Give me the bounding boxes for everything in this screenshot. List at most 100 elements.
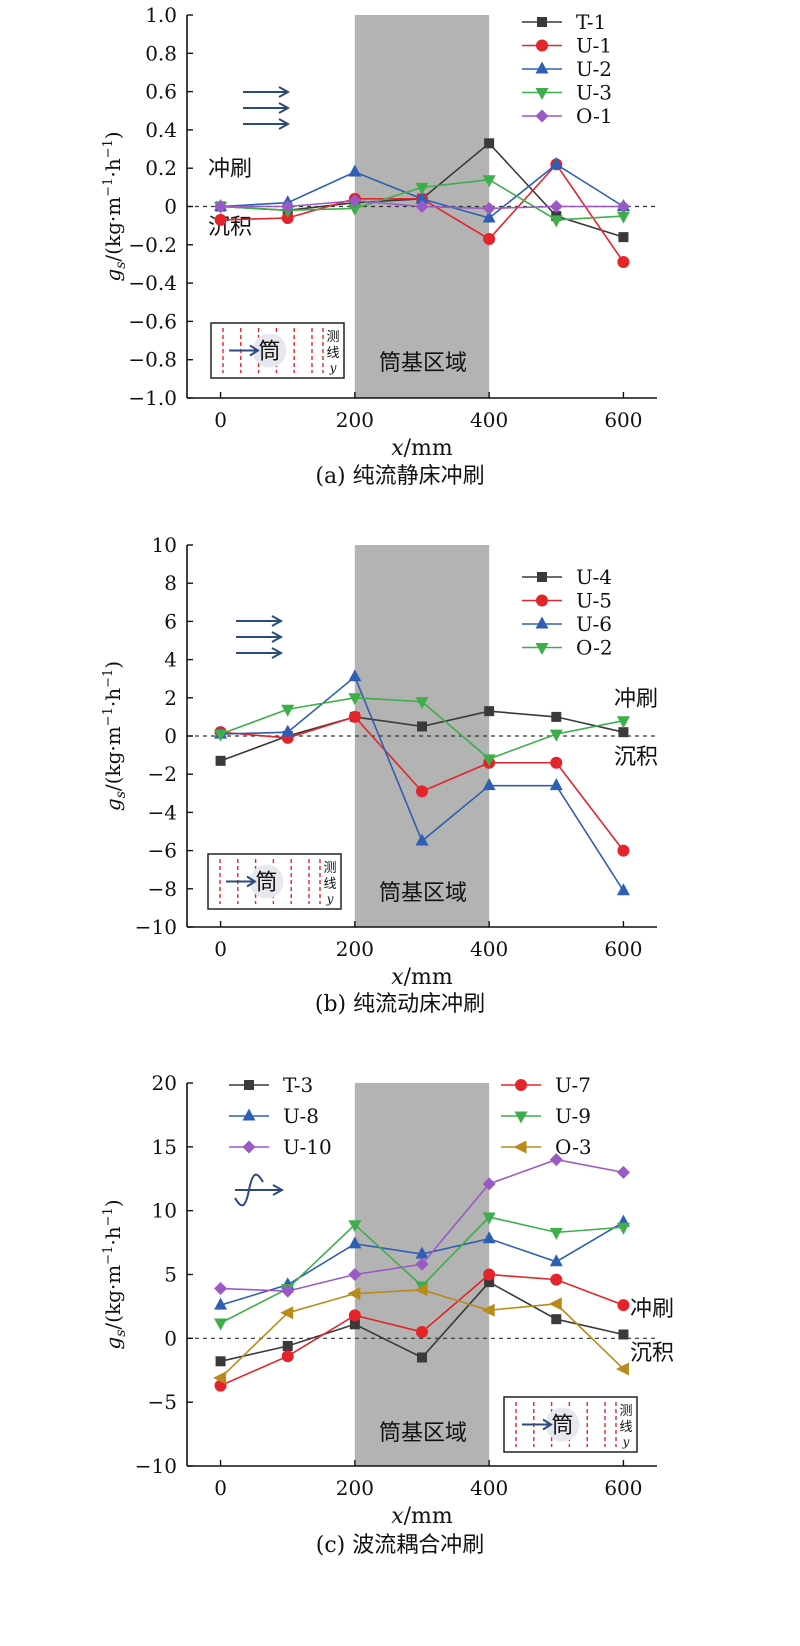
legend-marker xyxy=(535,88,549,100)
y-tick-label: −1.0 xyxy=(128,386,177,410)
data-point xyxy=(549,1227,563,1240)
y-tick-label: 0 xyxy=(164,1326,177,1350)
x-tick-label: 200 xyxy=(336,1476,374,1500)
data-point xyxy=(281,1284,295,1298)
legend-label: U-4 xyxy=(576,565,612,589)
data-point xyxy=(348,194,362,208)
chart-panel-1: −1.0 −0.8 −0.6 −0.4 −0.2 0 0.2 0.4 0.6 0.8 1.0 0 200… xyxy=(101,3,657,489)
y-tick-label: 0.4 xyxy=(145,118,177,142)
data-point xyxy=(616,200,630,213)
legend-label: U-6 xyxy=(576,612,612,636)
y-axis-label: gs/(kg·m−1·h−1) xyxy=(101,131,129,281)
data-point xyxy=(549,1153,563,1167)
figure-caption: (c) 波流耦合冲刷 xyxy=(316,1533,484,1558)
legend: T-1U-1U-2U-3O-1 xyxy=(522,10,613,128)
y-tick-label: −0.8 xyxy=(128,348,177,372)
x-tick-label: 0 xyxy=(214,408,227,432)
y-tick-label: −4 xyxy=(148,800,177,824)
data-point xyxy=(281,200,295,213)
current-arrows-icon xyxy=(236,615,284,659)
inset-arrow-head xyxy=(246,875,257,888)
legend-label: O-1 xyxy=(576,104,613,128)
data-point xyxy=(415,833,429,846)
data-point xyxy=(484,1277,495,1288)
legend: U-4U-5U-6O-2 xyxy=(522,565,613,660)
y-tick-label: 8 xyxy=(164,571,177,595)
series-T-3 xyxy=(215,1277,629,1367)
series-O-1 xyxy=(214,194,630,215)
y-axis-label: gs/(kg·m−1·h−1) xyxy=(101,661,129,811)
y-tick-label: 1.0 xyxy=(145,3,177,27)
x-axis-label: x/mm xyxy=(391,436,453,461)
y-tick-label: −10 xyxy=(135,1454,177,1478)
cylinder-circle xyxy=(545,1407,580,1442)
y-tick-label: 20 xyxy=(152,1071,177,1095)
series-U-7 xyxy=(214,1268,630,1392)
cylinder-label: 筒 xyxy=(259,340,281,365)
region-label: 筒基区域 xyxy=(379,351,467,376)
data-point xyxy=(549,729,563,742)
data-point xyxy=(618,1329,629,1340)
data-point xyxy=(549,778,563,791)
legend-marker xyxy=(244,1080,254,1090)
measurement-inset: 筒 测线y xyxy=(210,322,345,379)
y-tick-label: 0.2 xyxy=(145,156,177,180)
current-arrows-icon xyxy=(243,86,291,130)
cylinder-circle xyxy=(249,864,284,899)
flow-arrow-head xyxy=(271,615,284,627)
x-tick-label: 0 xyxy=(214,1476,227,1500)
data-point xyxy=(214,1282,228,1296)
data-point xyxy=(416,1325,428,1338)
data-point xyxy=(484,706,495,717)
data-point xyxy=(281,704,295,717)
legend-marker xyxy=(536,39,548,52)
figure-caption: (b) 纯流动床冲刷 xyxy=(315,992,485,1017)
data-point xyxy=(415,200,429,213)
data-point xyxy=(349,1319,360,1330)
cylinder-circle xyxy=(252,333,287,368)
data-point xyxy=(482,201,496,215)
data-point xyxy=(415,697,429,710)
data-point xyxy=(616,211,630,224)
x-tick-label: 600 xyxy=(604,937,642,961)
flow-arrow-head xyxy=(278,86,291,98)
data-point xyxy=(348,1220,362,1233)
data-point xyxy=(417,721,427,732)
data-point xyxy=(215,755,226,766)
legend-label: O-2 xyxy=(576,636,613,660)
data-point xyxy=(617,1299,630,1312)
data-point xyxy=(482,1231,496,1244)
legend-label: U-10 xyxy=(283,1135,332,1159)
legend-marker xyxy=(514,1111,528,1124)
y-tick-label: 0 xyxy=(164,724,177,748)
inset-line-text: 测 xyxy=(326,330,339,345)
y-tick-label: −0.4 xyxy=(128,271,177,295)
x-tick-label: 0 xyxy=(214,937,227,961)
legend-label: O-3 xyxy=(555,1135,592,1159)
legend-label: U-1 xyxy=(576,34,612,58)
data-point xyxy=(549,156,563,169)
data-point xyxy=(417,1352,427,1363)
data-point xyxy=(482,754,496,767)
x-tick-label: 200 xyxy=(336,408,374,432)
y-tick-label: −5 xyxy=(148,1390,177,1414)
data-point xyxy=(214,213,227,226)
inset-arrow-head xyxy=(542,1418,553,1431)
data-point xyxy=(616,883,630,896)
flow-arrow-head xyxy=(271,647,284,659)
data-point xyxy=(281,1350,294,1363)
data-point xyxy=(548,1297,562,1311)
data-point xyxy=(214,1297,228,1310)
x-tick-label: 400 xyxy=(470,408,508,432)
y-tick-label: 15 xyxy=(152,1135,177,1159)
data-point xyxy=(551,711,562,722)
erosion-label: 冲刷 xyxy=(614,687,658,712)
data-point xyxy=(280,1306,294,1320)
data-point xyxy=(617,844,630,857)
flow-arrow-head xyxy=(271,631,284,643)
data-point xyxy=(348,1236,362,1249)
y-tick-label: −8 xyxy=(148,877,177,901)
y-tick-label: 0.8 xyxy=(145,41,177,65)
data-point xyxy=(550,1273,563,1286)
data-point xyxy=(348,1268,362,1281)
